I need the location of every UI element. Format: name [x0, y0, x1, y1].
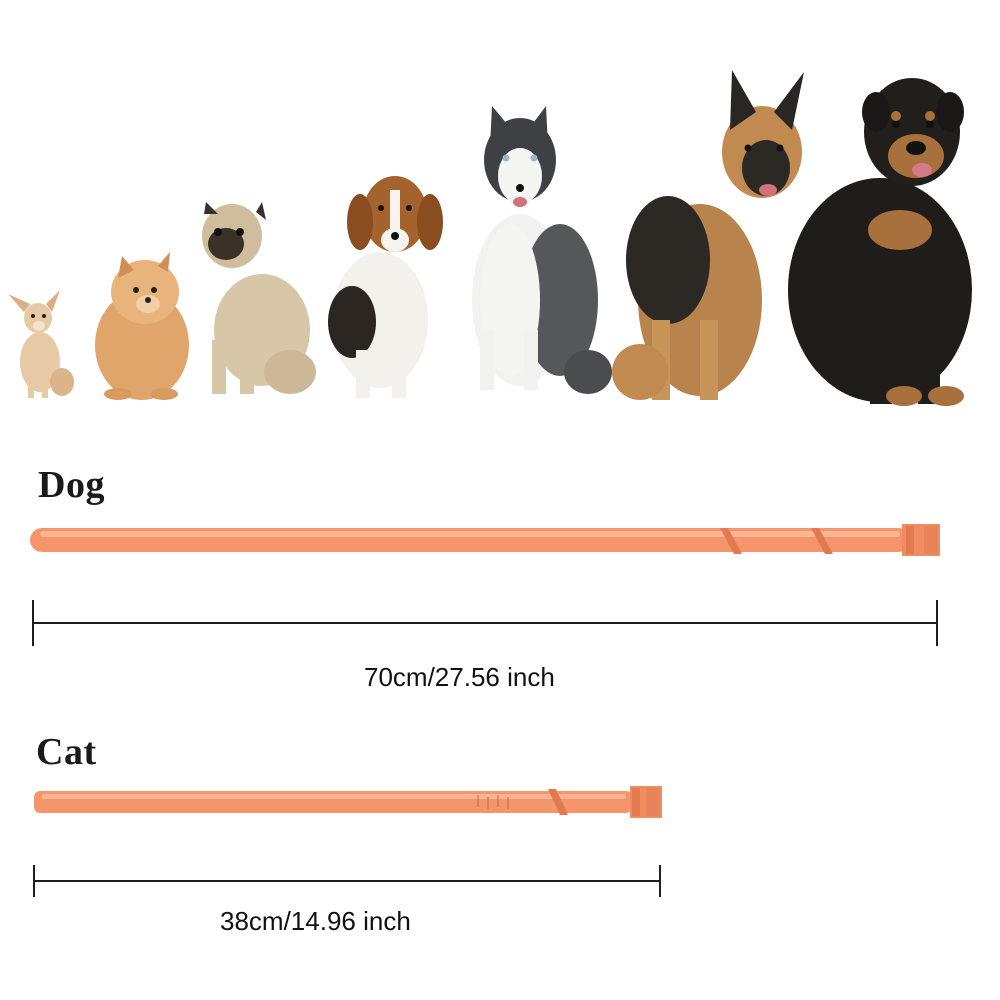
- cat-size-label: 38cm/14.96 inch: [220, 906, 411, 936]
- ruler-line: [33, 880, 661, 882]
- dog-collar: [28, 520, 948, 560]
- chihuahua-icon: [8, 290, 74, 398]
- dog-heading: Dog: [38, 464, 105, 506]
- dog-size-label: 70cm/27.56 inch: [364, 662, 555, 692]
- cat-collar: [32, 783, 672, 821]
- pomeranian-icon: [95, 252, 189, 400]
- german-shepherd-icon: [612, 70, 804, 400]
- ruler-start-tick: [32, 600, 34, 646]
- cat-heading: Cat: [36, 731, 97, 773]
- dog-size-lineup: [0, 0, 1000, 430]
- husky-icon: [472, 106, 612, 394]
- dog-length-ruler: [32, 600, 938, 646]
- ruler-start-tick: [33, 865, 35, 897]
- ruler-line: [32, 622, 938, 624]
- ruler-end-tick: [659, 865, 661, 897]
- pug-icon: [202, 202, 316, 394]
- rottweiler-icon: [788, 78, 972, 406]
- cat-length-ruler: [33, 865, 661, 897]
- beagle-icon: [328, 176, 443, 398]
- ruler-end-tick: [936, 600, 938, 646]
